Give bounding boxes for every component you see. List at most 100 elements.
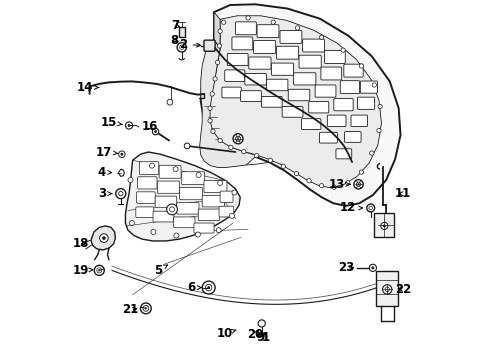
- Polygon shape: [208, 16, 381, 188]
- Text: 17: 17: [96, 145, 118, 158]
- Text: 15: 15: [101, 116, 122, 129]
- Circle shape: [340, 48, 345, 52]
- FancyBboxPatch shape: [271, 63, 293, 75]
- Circle shape: [319, 184, 323, 188]
- Circle shape: [210, 92, 214, 96]
- FancyBboxPatch shape: [357, 97, 374, 109]
- Circle shape: [174, 233, 179, 238]
- FancyBboxPatch shape: [333, 99, 352, 111]
- Circle shape: [196, 172, 201, 177]
- Circle shape: [319, 35, 323, 40]
- Polygon shape: [214, 12, 220, 49]
- Text: 13: 13: [328, 178, 350, 191]
- Circle shape: [229, 213, 234, 219]
- Circle shape: [215, 60, 219, 64]
- Circle shape: [377, 104, 382, 109]
- Circle shape: [228, 145, 233, 149]
- Circle shape: [368, 206, 372, 210]
- Circle shape: [167, 99, 172, 105]
- Circle shape: [371, 83, 376, 87]
- FancyBboxPatch shape: [324, 50, 345, 63]
- Circle shape: [94, 265, 104, 275]
- Circle shape: [144, 307, 147, 310]
- Circle shape: [207, 119, 212, 123]
- Circle shape: [368, 264, 376, 271]
- FancyBboxPatch shape: [224, 70, 244, 81]
- Circle shape: [166, 204, 177, 215]
- Circle shape: [149, 163, 154, 168]
- Circle shape: [369, 151, 373, 155]
- Polygon shape: [125, 152, 240, 241]
- Circle shape: [205, 284, 211, 291]
- FancyBboxPatch shape: [376, 271, 397, 306]
- Circle shape: [142, 306, 148, 311]
- Circle shape: [125, 122, 132, 129]
- FancyBboxPatch shape: [261, 96, 282, 107]
- FancyBboxPatch shape: [179, 188, 202, 200]
- Text: 16: 16: [141, 121, 157, 134]
- Circle shape: [129, 221, 134, 226]
- Circle shape: [382, 225, 385, 227]
- FancyBboxPatch shape: [244, 73, 266, 85]
- Polygon shape: [91, 226, 115, 250]
- Circle shape: [241, 149, 245, 154]
- Circle shape: [218, 29, 222, 33]
- Polygon shape: [118, 169, 124, 176]
- FancyBboxPatch shape: [257, 25, 278, 38]
- FancyBboxPatch shape: [153, 211, 174, 222]
- Text: 21: 21: [122, 303, 138, 316]
- FancyBboxPatch shape: [202, 195, 224, 207]
- Circle shape: [98, 269, 100, 271]
- FancyBboxPatch shape: [266, 79, 287, 91]
- FancyBboxPatch shape: [340, 81, 359, 94]
- FancyBboxPatch shape: [219, 206, 233, 217]
- Text: 14: 14: [77, 81, 99, 94]
- FancyBboxPatch shape: [240, 91, 261, 102]
- Circle shape: [217, 180, 222, 185]
- Text: 7: 7: [171, 19, 180, 32]
- Circle shape: [356, 182, 360, 186]
- FancyBboxPatch shape: [335, 149, 351, 159]
- FancyBboxPatch shape: [137, 177, 157, 189]
- FancyBboxPatch shape: [298, 55, 321, 68]
- Text: 23: 23: [338, 261, 354, 274]
- Circle shape: [384, 287, 388, 292]
- Circle shape: [216, 228, 221, 233]
- Text: 6: 6: [187, 281, 201, 294]
- Circle shape: [184, 143, 190, 149]
- FancyBboxPatch shape: [136, 207, 153, 218]
- FancyBboxPatch shape: [194, 223, 214, 233]
- FancyBboxPatch shape: [235, 22, 256, 35]
- Circle shape: [151, 229, 156, 234]
- Circle shape: [179, 45, 183, 49]
- FancyBboxPatch shape: [227, 53, 247, 66]
- Text: 2: 2: [179, 38, 200, 51]
- Circle shape: [258, 320, 265, 327]
- FancyBboxPatch shape: [182, 172, 204, 185]
- Circle shape: [353, 180, 363, 189]
- Circle shape: [294, 171, 298, 176]
- Circle shape: [235, 136, 240, 141]
- FancyBboxPatch shape: [302, 39, 324, 52]
- FancyBboxPatch shape: [344, 132, 360, 142]
- FancyBboxPatch shape: [173, 217, 195, 228]
- Circle shape: [177, 42, 186, 52]
- Text: 1: 1: [261, 330, 269, 343]
- Circle shape: [359, 170, 363, 174]
- Text: 4: 4: [98, 166, 112, 179]
- FancyBboxPatch shape: [320, 67, 341, 80]
- Circle shape: [212, 77, 217, 81]
- FancyBboxPatch shape: [198, 209, 219, 221]
- Circle shape: [295, 26, 299, 30]
- Polygon shape: [201, 4, 400, 206]
- Circle shape: [100, 234, 108, 242]
- FancyBboxPatch shape: [179, 27, 184, 37]
- Circle shape: [281, 164, 285, 168]
- FancyBboxPatch shape: [308, 102, 328, 113]
- Circle shape: [202, 281, 215, 294]
- Text: 18: 18: [73, 237, 89, 250]
- Text: 22: 22: [394, 283, 410, 296]
- FancyBboxPatch shape: [159, 165, 181, 178]
- Text: 3: 3: [98, 187, 112, 200]
- Text: 12: 12: [339, 202, 362, 215]
